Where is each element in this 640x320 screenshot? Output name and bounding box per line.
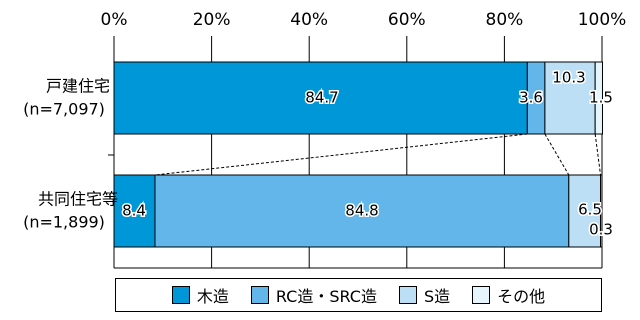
bar-segment	[600, 174, 603, 248]
legend-swatch-wood	[171, 286, 190, 304]
data-label: 84.7	[305, 89, 338, 107]
legend-swatch-other	[472, 286, 491, 304]
legend-swatch-rc-src	[250, 286, 269, 304]
data-label: 84.8	[345, 202, 378, 220]
legend-label-wood: 木造	[196, 287, 229, 306]
bar-segment	[594, 61, 603, 135]
chart-legend: 木造 RC造・SRC造 S造 その他	[115, 278, 602, 312]
legend-label-rc-src: RC造・SRC造	[275, 287, 377, 306]
bar-segment	[544, 61, 596, 135]
bar-segment	[113, 61, 528, 135]
data-label: 6.5	[578, 201, 602, 219]
x-tick-label: 20%	[193, 10, 231, 30]
data-label: 3.6	[519, 89, 543, 107]
legend-item-wood: 木造	[171, 283, 229, 307]
category-sample-size: (n=1,899)	[23, 213, 105, 232]
bar-segment	[113, 174, 156, 248]
bar-segment	[154, 174, 570, 248]
category-label: 共同住宅等	[38, 190, 118, 209]
x-tick-label: 80%	[486, 10, 524, 30]
data-label: 1.5	[589, 89, 613, 107]
connector-line	[544, 133, 570, 176]
data-label: 0.3	[589, 221, 613, 239]
category-sample-size: (n=7,097)	[23, 100, 105, 119]
legend-swatch-steel	[398, 286, 417, 304]
data-label: 10.3	[552, 69, 585, 87]
x-tick-label: 0%	[101, 10, 128, 30]
x-tick-label: 100%	[578, 10, 627, 30]
legend-item-steel: S造	[398, 283, 451, 307]
legend-item-rc-src: RC造・SRC造	[250, 283, 377, 307]
category-label: 戸建住宅	[46, 77, 110, 96]
legend-item-other: その他	[472, 283, 545, 307]
connector-line	[154, 133, 528, 176]
connector-line	[594, 133, 602, 176]
x-tick-label: 40%	[290, 10, 328, 30]
data-label: 8.4	[122, 202, 146, 220]
x-tick-label: 60%	[388, 10, 426, 30]
legend-label-steel: S造	[423, 287, 451, 306]
legend-label-other: その他	[497, 287, 546, 306]
